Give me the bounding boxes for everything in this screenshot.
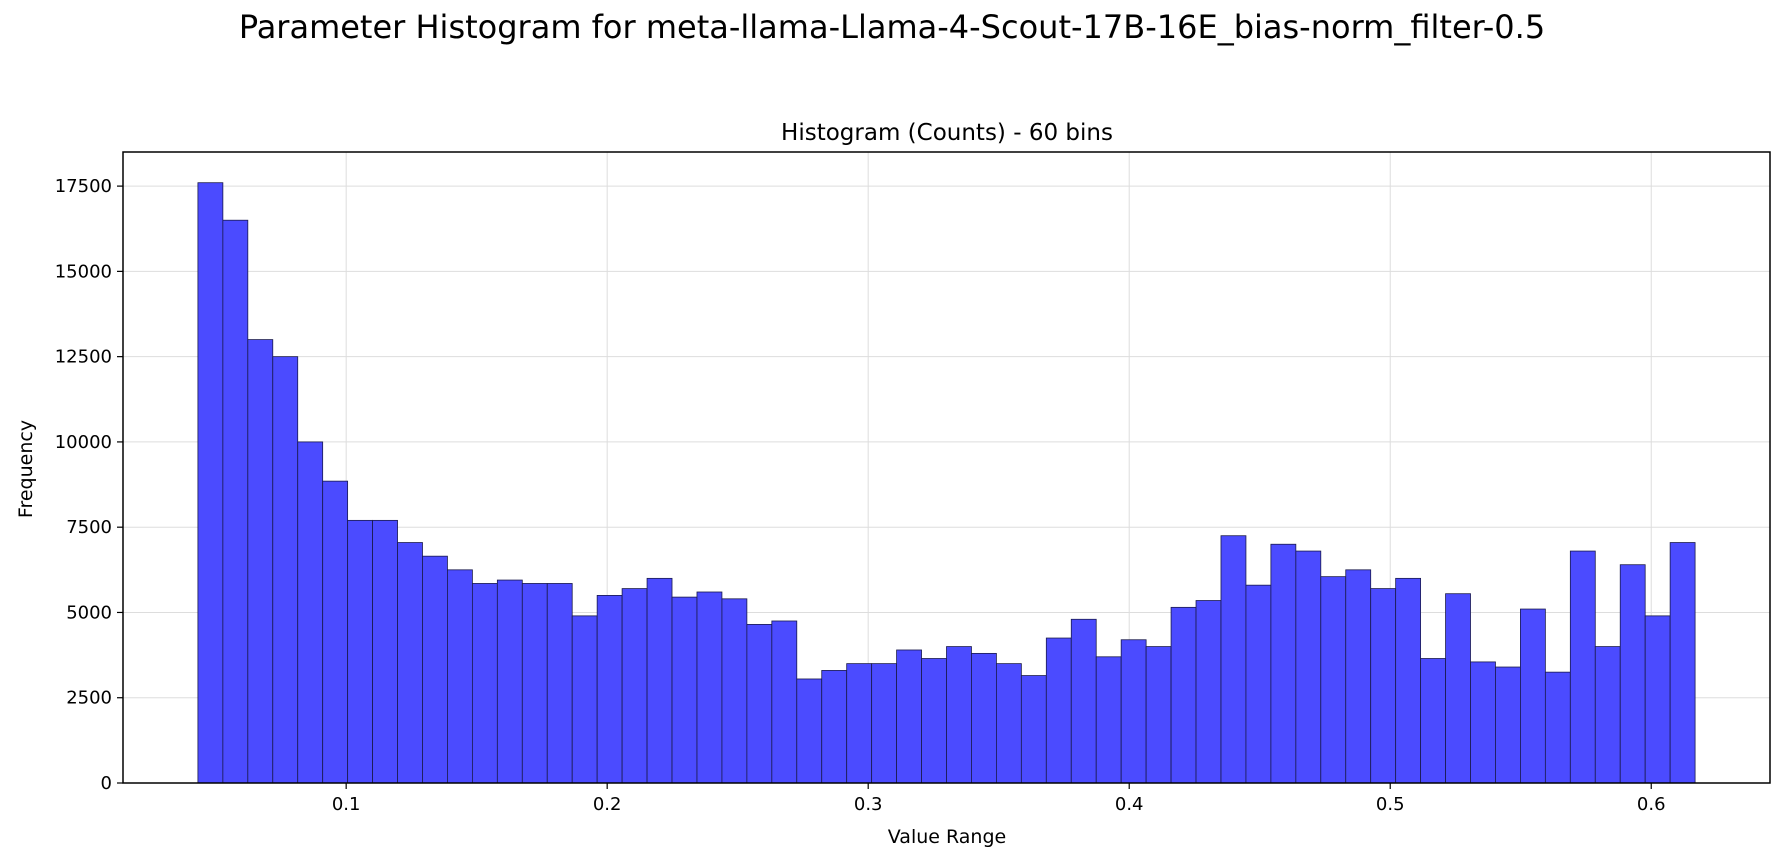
histogram-bar (471, 583, 498, 784)
histogram-bar (1145, 646, 1172, 784)
histogram-bar (1520, 608, 1546, 784)
histogram-bar (197, 182, 224, 784)
histogram-bar (1420, 658, 1446, 784)
histogram-bar (222, 219, 249, 784)
histogram-bar (1320, 576, 1347, 784)
histogram-bar (1120, 639, 1147, 784)
histogram-bar (247, 339, 274, 784)
plot-frame (122, 151, 1771, 784)
histogram-bar (1445, 593, 1471, 784)
histogram-bar (1270, 543, 1297, 784)
histogram-bar (1569, 550, 1596, 784)
x-tick-label: 0.2 (593, 794, 622, 815)
histogram-bar (546, 583, 573, 784)
y-tick-label: 7500 (66, 517, 112, 538)
histogram-bar (696, 591, 723, 784)
histogram-bar (1470, 661, 1496, 784)
chart-subtitle: Histogram (Counts) - 60 bins (781, 120, 1113, 146)
histogram-bar (846, 663, 873, 784)
histogram-bar (496, 579, 523, 784)
histogram-bar (571, 615, 598, 784)
histogram-bar (1395, 577, 1422, 784)
x-axis-label: Value Range (888, 826, 1006, 848)
histogram-bar (771, 620, 798, 784)
axis-layer (122, 151, 1771, 784)
histogram-bar (896, 649, 922, 784)
histogram-bar (447, 569, 473, 784)
histogram-bar (1245, 584, 1272, 784)
histogram-bar (946, 646, 972, 784)
histogram-bar (422, 555, 448, 784)
histogram-bar (322, 480, 349, 784)
histogram-bar (1045, 637, 1072, 784)
histogram-bar (1295, 550, 1322, 784)
histogram-bar (347, 519, 373, 784)
y-tick-label: 2500 (66, 688, 112, 709)
x-tick-label: 0.3 (854, 794, 883, 815)
bar-layer (197, 182, 1696, 784)
histogram-bar (1495, 666, 1521, 784)
histogram-bar (297, 441, 324, 784)
histogram-bar (721, 598, 748, 784)
histogram-bar (971, 652, 997, 784)
histogram-bar (1220, 535, 1247, 784)
histogram-bar (397, 542, 423, 784)
histogram-bar (796, 678, 823, 784)
histogram-bar (1644, 615, 1671, 784)
x-tick-label: 0.4 (1115, 794, 1144, 815)
x-tick-label: 0.5 (1376, 794, 1405, 815)
histogram-bar (1669, 542, 1696, 784)
y-tick-label: 10000 (55, 432, 112, 453)
figure-title: Parameter Histogram for meta-llama-Llama… (238, 8, 1546, 46)
histogram-bar (1619, 564, 1646, 784)
y-tick-label: 17500 (55, 176, 112, 197)
histogram-bar (521, 583, 548, 784)
y-tick-label: 15000 (55, 261, 112, 282)
histogram-bar (596, 595, 623, 784)
tick-layer: 0.1 0.2 0.3 0.4 0.5 0.6 0 2500 5000 7500 10000 1250… (55, 176, 1666, 815)
histogram-bar (871, 663, 897, 784)
histogram-bar (1594, 646, 1621, 784)
x-tick-label: 0.1 (332, 794, 361, 815)
histogram-bar (921, 658, 947, 784)
histogram-bar (1345, 569, 1372, 784)
histogram-bar (272, 356, 299, 784)
histogram-bar (1020, 675, 1047, 784)
histogram-bar (1195, 600, 1222, 784)
y-axis-label: Frequency (15, 420, 37, 518)
histogram-bar (372, 519, 398, 784)
histogram-bar (1370, 588, 1397, 784)
histogram-bar (996, 663, 1022, 784)
y-tick-label: 12500 (55, 347, 112, 368)
histogram-bar (621, 588, 648, 784)
x-tick-label: 0.6 (1637, 794, 1666, 815)
histogram-bar (1095, 656, 1122, 784)
histogram-bar (1070, 618, 1097, 784)
histogram-bar (821, 670, 848, 784)
histogram-bar (671, 596, 698, 784)
histogram-bar (1544, 671, 1571, 784)
y-tick-label: 0 (101, 773, 112, 794)
histogram-bar (646, 577, 673, 784)
y-tick-label: 5000 (66, 602, 112, 623)
histogram-bar (746, 623, 773, 784)
histogram-bar (1170, 606, 1197, 784)
